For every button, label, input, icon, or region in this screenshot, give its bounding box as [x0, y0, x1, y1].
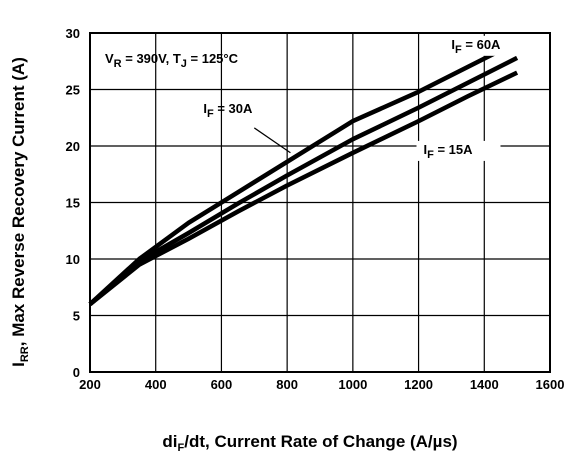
y-tick-label: 15: [66, 196, 80, 211]
x-axis-ticks: 200 400 600 800 1000 1200 1400 1600: [79, 377, 564, 392]
x-tick-label: 1600: [536, 377, 565, 392]
y-tick-label: 5: [73, 309, 80, 324]
y-tick-label: 20: [66, 139, 80, 154]
series-lines: [88, 39, 519, 306]
series-label: IF = 30A: [203, 101, 253, 120]
condition-annotation: VR = 390V, TJ = 125°C: [105, 51, 239, 70]
series-labels: IF = 60A IF = 30A IF = 15A: [203, 35, 529, 161]
x-tick-label: 400: [145, 377, 167, 392]
series-label-background: [444, 35, 529, 56]
x-tick-label: 200: [79, 377, 101, 392]
x-tick-label: 600: [211, 377, 233, 392]
y-axis-label: IRR, Max Reverse Recovery Current (A): [9, 57, 31, 367]
x-tick-label: 1400: [470, 377, 499, 392]
series-label: IF = 60A: [451, 37, 501, 56]
series-label-background: [416, 140, 501, 161]
x-tick-label: 800: [276, 377, 298, 392]
y-tick-label: 10: [66, 252, 80, 267]
x-tick-label: 1000: [338, 377, 367, 392]
series-label-leader: [253, 127, 291, 154]
y-tick-label: 0: [73, 365, 80, 380]
series-line-if-60a: [88, 39, 519, 306]
series-line-if-15a: [88, 70, 519, 306]
series-line-if-30a: [88, 55, 519, 306]
y-axis-ticks: 0 5 10 15 20 25 30: [66, 26, 80, 380]
plot-grid: [90, 33, 550, 372]
y-tick-label: 30: [66, 26, 80, 41]
x-tick-label: 1200: [404, 377, 433, 392]
x-axis-label: diF/dt, Current Rate of Change (A/µs): [162, 432, 457, 454]
plot-frame: [89, 32, 551, 373]
series-label: IF = 15A: [424, 142, 474, 161]
y-tick-label: 25: [66, 83, 80, 98]
